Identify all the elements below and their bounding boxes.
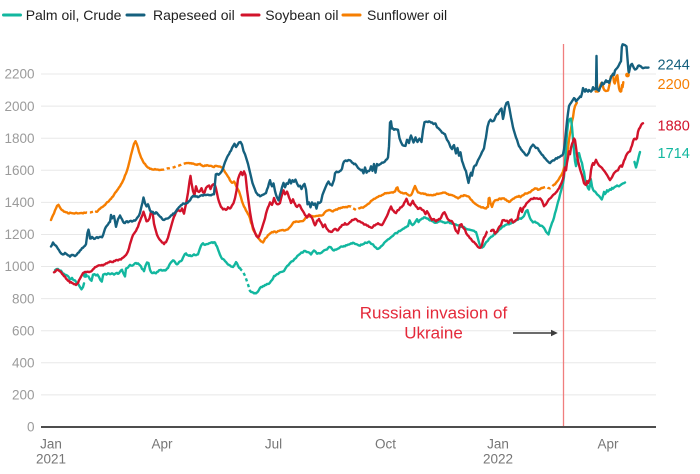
svg-text:2021: 2021 <box>36 452 66 467</box>
svg-text:1000: 1000 <box>4 259 34 274</box>
svg-text:1600: 1600 <box>4 163 34 178</box>
svg-text:1200: 1200 <box>4 227 34 242</box>
svg-text:2000: 2000 <box>4 99 34 114</box>
svg-text:2200: 2200 <box>658 77 690 93</box>
svg-text:Rapeseed oil: Rapeseed oil <box>153 7 235 23</box>
svg-text:Palm oil, Crude: Palm oil, Crude <box>26 7 122 23</box>
svg-text:600: 600 <box>12 323 35 338</box>
svg-text:0: 0 <box>27 420 35 435</box>
svg-text:2022: 2022 <box>483 452 513 467</box>
svg-text:Jan: Jan <box>40 437 62 452</box>
svg-text:Sunflower oil: Sunflower oil <box>367 7 447 23</box>
svg-text:1800: 1800 <box>4 131 34 146</box>
svg-text:Apr: Apr <box>597 437 619 452</box>
svg-text:1714: 1714 <box>658 146 690 162</box>
svg-text:Russian invasion of: Russian invasion of <box>360 304 508 323</box>
svg-text:400: 400 <box>12 356 35 371</box>
svg-text:2200: 2200 <box>4 67 34 82</box>
svg-text:1880: 1880 <box>658 118 690 134</box>
svg-text:Oct: Oct <box>375 437 396 452</box>
svg-text:200: 200 <box>12 388 35 403</box>
svg-text:Soybean oil: Soybean oil <box>265 7 338 23</box>
svg-text:Jul: Jul <box>265 437 282 452</box>
svg-text:Ukraine: Ukraine <box>404 324 463 343</box>
svg-text:Apr: Apr <box>151 437 173 452</box>
svg-text:1400: 1400 <box>4 195 34 210</box>
svg-text:800: 800 <box>12 291 35 306</box>
svg-text:Jan: Jan <box>487 437 509 452</box>
svg-text:2244: 2244 <box>658 57 690 73</box>
